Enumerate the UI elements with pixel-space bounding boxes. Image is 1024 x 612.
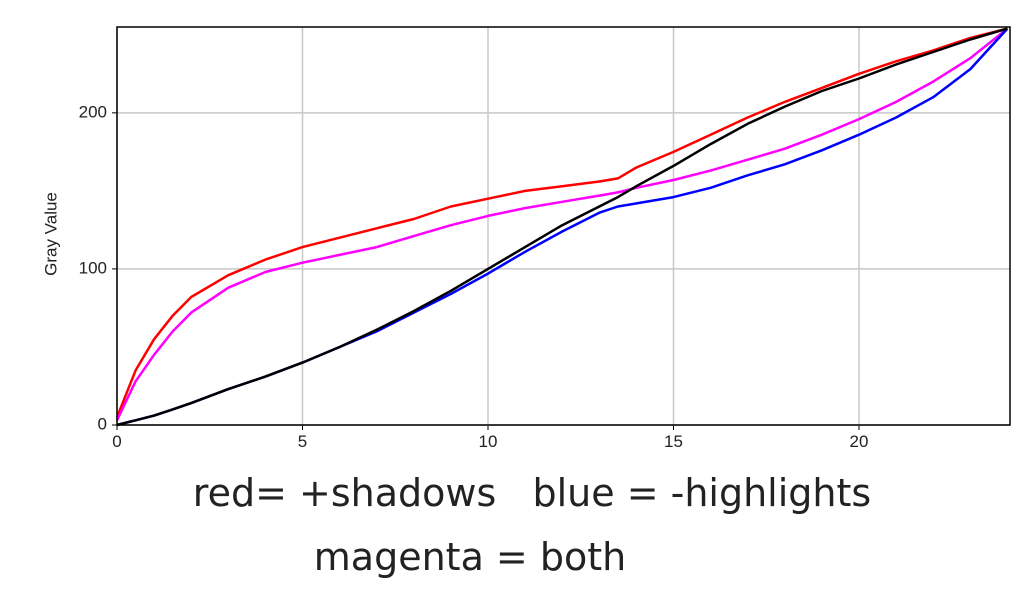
y-tick-label: 0 [98,414,107,433]
plot-frame [116,26,1011,426]
line-series [115,27,1008,418]
x-tick-label: 10 [479,432,498,451]
x-tick-label: 0 [112,432,121,451]
x-tick-label: 15 [664,432,683,451]
line-series [115,27,1009,421]
y-tick-label: 200 [79,102,107,121]
plot-area [117,27,1010,425]
annotation: magenta = both [314,535,626,579]
x-tick-label: 20 [850,432,869,451]
annotation: red= +shadows blue = -highlights [193,471,871,515]
line-series [116,27,1008,427]
x-tick-label: 5 [298,432,307,451]
y-tick-label: 100 [79,258,107,277]
y-axis-label: Gray Value [41,192,60,276]
